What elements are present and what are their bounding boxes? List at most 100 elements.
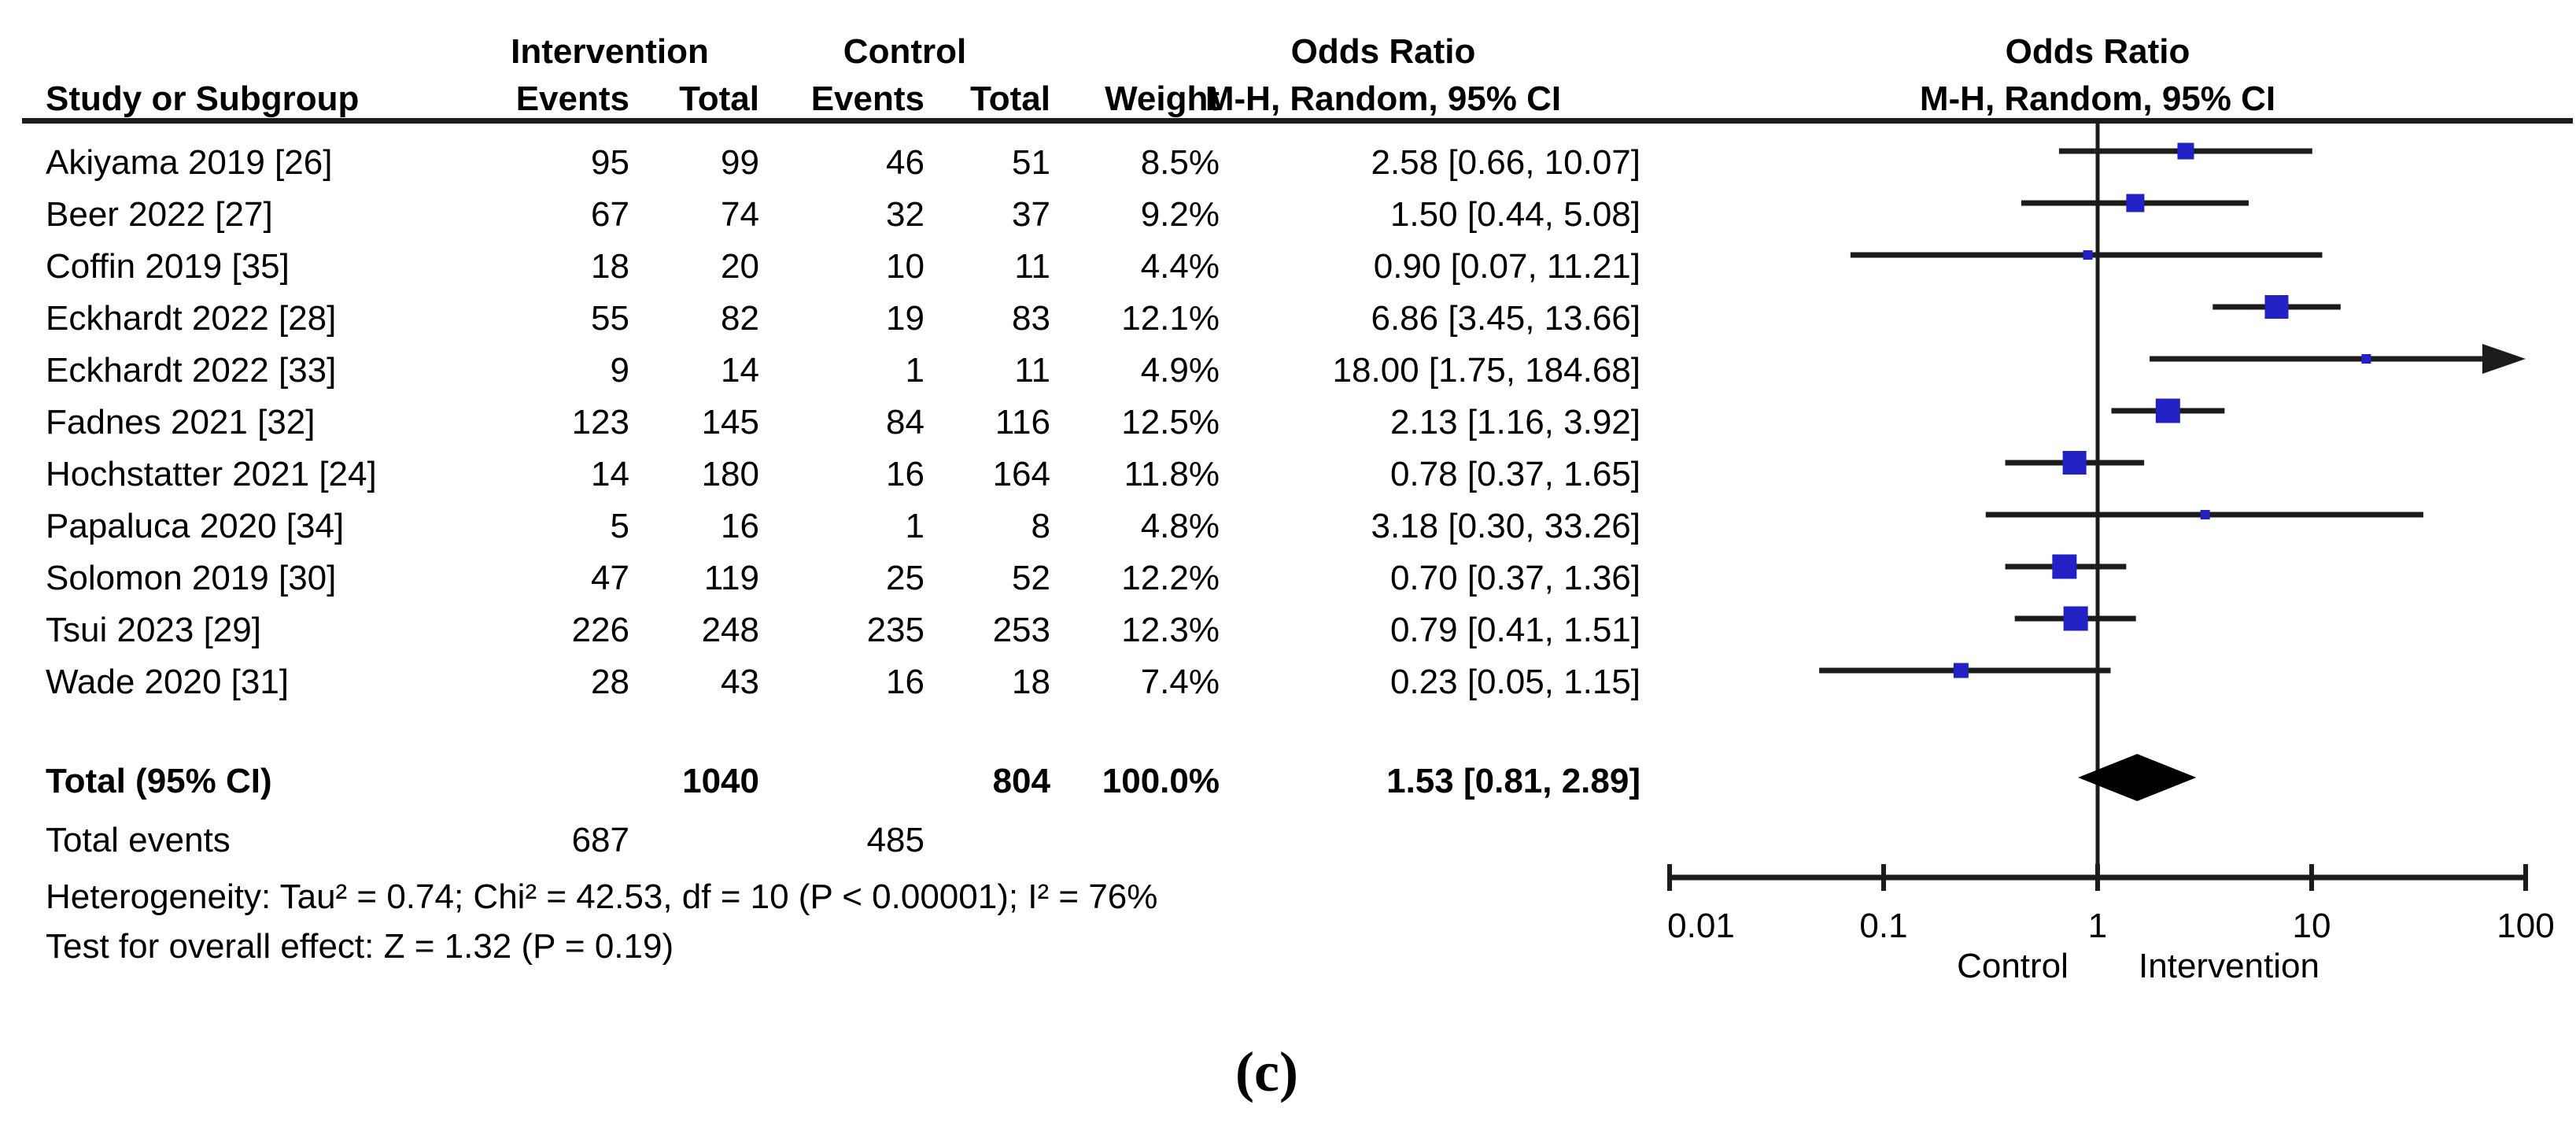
weight-value: 4.8%: [1140, 507, 1220, 545]
total-diamond: [2078, 754, 2197, 801]
intervention-events-value: 55: [591, 299, 629, 338]
odds-ratio-ci-text: 0.70 [0.37, 1.36]: [1389, 559, 1640, 597]
or-point-square: [2200, 510, 2210, 519]
total-weight: 100.0%: [1102, 762, 1220, 800]
odds-ratio-ci-text: 6.86 [3.45, 13.66]: [1371, 299, 1640, 338]
or-point-square: [1953, 663, 1969, 678]
axis-tick-label: 10: [2292, 907, 2331, 945]
control-events-value: 25: [886, 559, 924, 597]
col-header-control-total: Total: [970, 79, 1050, 118]
study-name: Fadnes 2021 [32]: [46, 403, 316, 441]
weight-value: 7.4%: [1140, 663, 1220, 701]
odds-ratio-ci-text: 1.50 [0.44, 5.08]: [1389, 195, 1640, 234]
control-events-value: 16: [886, 455, 924, 493]
weight-value: 12.2%: [1121, 559, 1220, 597]
intervention-events-value: 67: [591, 195, 629, 234]
control-events-value: 19: [886, 299, 924, 338]
intervention-total-value: 180: [701, 455, 759, 493]
odds-ratio-ci-text: 0.23 [0.05, 1.15]: [1389, 663, 1640, 701]
study-name: Hochstatter 2021 [24]: [46, 455, 377, 493]
or-point-square: [2155, 398, 2180, 423]
odds-ratio-ci-text: 0.90 [0.07, 11.21]: [1373, 247, 1640, 286]
intervention-events-value: 18: [591, 247, 629, 286]
or-point-square: [2063, 606, 2088, 631]
total-events-control: 485: [866, 821, 924, 859]
col-group-header-control: Control: [843, 32, 967, 71]
control-events-value: 16: [886, 663, 924, 701]
total-or-text: 1.53 [0.81, 2.89]: [1386, 762, 1640, 800]
odds-ratio-ci-text: 0.78 [0.37, 1.65]: [1389, 455, 1640, 493]
weight-value: 9.2%: [1140, 195, 1220, 234]
overall-effect-text: Test for overall effect: Z = 1.32 (P = 0…: [46, 927, 674, 966]
total-events-label: Total events: [46, 821, 231, 859]
odds-ratio-ci-text: 3.18 [0.30, 33.26]: [1371, 507, 1640, 545]
intervention-total-value: 43: [721, 663, 759, 701]
or-point-square: [2126, 194, 2145, 212]
control-events-value: 32: [886, 195, 924, 234]
total-control-total: 804: [992, 762, 1050, 800]
axis-tick-label: 0.01: [1667, 907, 1735, 945]
intervention-events-value: 123: [571, 403, 629, 441]
or-point-square: [2083, 250, 2093, 260]
control-total-value: 83: [1012, 299, 1050, 338]
control-total-value: 8: [1031, 507, 1050, 545]
control-total-value: 51: [1012, 143, 1050, 182]
col-group-header-intervention: Intervention: [511, 32, 709, 71]
study-name: Wade 2020 [31]: [46, 663, 290, 701]
col-header-method-text: M-H, Random, 95% CI: [1205, 79, 1562, 118]
study-name: Eckhardt 2022 [33]: [46, 351, 337, 390]
intervention-events-value: 5: [610, 507, 629, 545]
or-point-square: [2264, 295, 2289, 319]
or-point-square: [2052, 554, 2077, 579]
control-events-value: 235: [866, 611, 924, 649]
control-total-value: 116: [995, 403, 1050, 441]
col-header-weight: Weight: [1105, 79, 1220, 118]
intervention-total-value: 16: [721, 507, 759, 545]
weight-value: 11.8%: [1124, 455, 1220, 493]
control-total-value: 11: [1014, 247, 1050, 286]
axis-label-intervention: Intervention: [2139, 947, 2320, 985]
or-point-square: [2062, 451, 2087, 475]
total-intervention-total: 1040: [682, 762, 759, 800]
odds-ratio-ci-text: 2.13 [1.16, 3.92]: [1389, 403, 1640, 441]
intervention-events-value: 14: [591, 455, 629, 493]
control-events-value: 1: [905, 507, 924, 545]
study-name: Tsui 2023 [29]: [46, 611, 261, 649]
or-point-square: [2177, 142, 2194, 160]
study-name: Coffin 2019 [35]: [46, 247, 290, 286]
weight-value: 4.4%: [1140, 247, 1220, 286]
intervention-events-value: 95: [591, 143, 629, 182]
study-name: Papaluca 2020 [34]: [46, 507, 345, 545]
col-header-odds-ratio-plot: Odds Ratio: [2005, 32, 2190, 71]
control-events-value: 1: [905, 351, 924, 390]
col-header-study: Study or Subgroup: [46, 79, 360, 118]
odds-ratio-ci-text: 2.58 [0.66, 10.07]: [1371, 143, 1640, 182]
odds-ratio-ci-text: 0.79 [0.41, 1.51]: [1389, 611, 1640, 649]
control-events-value: 84: [886, 403, 924, 441]
intervention-events-value: 9: [610, 351, 629, 390]
header-rule: [22, 118, 2573, 124]
control-total-value: 164: [992, 455, 1050, 493]
col-header-method-plot: M-H, Random, 95% CI: [1919, 79, 2276, 118]
col-header-odds-ratio-text: Odds Ratio: [1290, 32, 1476, 71]
study-name: Eckhardt 2022 [28]: [46, 299, 337, 338]
col-header-intervention-events: Events: [515, 79, 629, 118]
control-total-value: 37: [1012, 195, 1050, 234]
intervention-events-value: 47: [591, 559, 629, 597]
weight-value: 12.5%: [1121, 403, 1220, 441]
intervention-events-value: 226: [571, 611, 629, 649]
or-point-square: [2361, 354, 2371, 364]
heterogeneity-text: Heterogeneity: Tau² = 0.74; Chi² = 42.53…: [46, 877, 1158, 916]
weight-value: 4.9%: [1140, 351, 1220, 390]
control-total-value: 11: [1014, 351, 1050, 390]
intervention-total-value: 99: [721, 143, 759, 182]
weight-value: 12.3%: [1121, 611, 1220, 649]
study-name: Beer 2022 [27]: [46, 195, 273, 234]
axis-label-control: Control: [1957, 947, 2069, 985]
col-header-intervention-total: Total: [679, 79, 759, 118]
intervention-events-value: 28: [591, 663, 629, 701]
odds-ratio-ci-text: 18.00 [1.75, 184.68]: [1332, 351, 1640, 390]
study-name: Akiyama 2019 [26]: [46, 143, 333, 182]
weight-value: 8.5%: [1140, 143, 1220, 182]
